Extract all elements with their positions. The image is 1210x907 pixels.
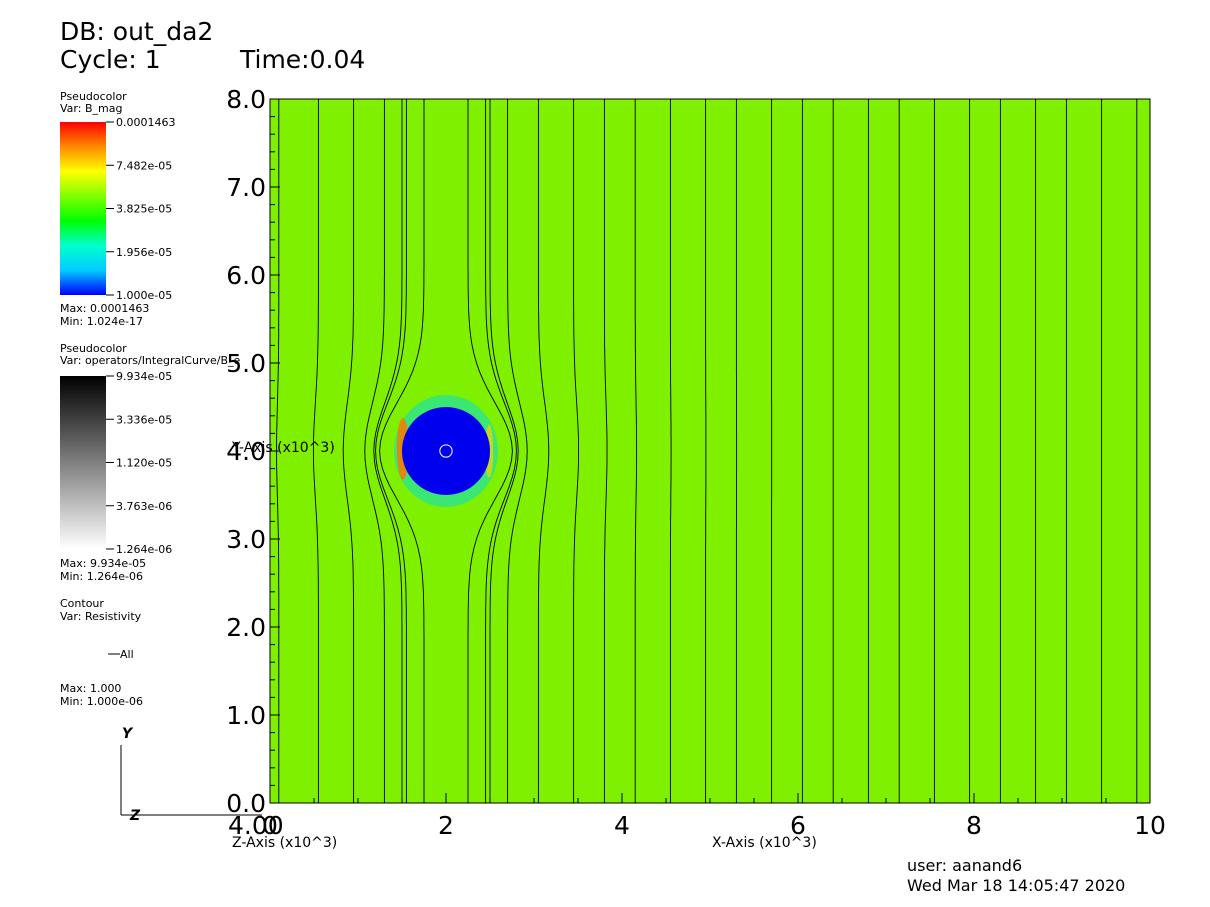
legend3-max: Max: 1.000 (60, 682, 122, 695)
y-tick-label: 7.0 (226, 173, 266, 202)
db-title: DB: out_da2 (60, 17, 214, 46)
y-tick-label: 6.0 (226, 261, 266, 290)
legend2-var: Var: operators/IntegralCurve/B_e (60, 354, 241, 367)
triad-z-label: Z (129, 808, 141, 824)
footer-date: Wed Mar 18 14:05:47 2020 (907, 876, 1126, 895)
legend3-title: Contour (60, 597, 104, 610)
z-tick-label: 4.00 (228, 811, 284, 840)
y-tick-label: 1.0 (226, 701, 266, 730)
y-tick-label: 4.0 (226, 437, 266, 466)
streamline (537, 99, 550, 803)
legend2-min: Min: 1.264e-06 (60, 570, 143, 583)
streamline (603, 99, 608, 803)
streamline-around-obstacle (375, 99, 407, 803)
streamline (489, 99, 519, 803)
streamline-around-obstacle (379, 99, 425, 803)
colorbar-bmag-tick-label: 0.0001463 (116, 116, 176, 129)
x-tick-label: 4 (614, 811, 630, 840)
y-tick-label: 5.0 (226, 349, 266, 378)
y-axis-label: Y-Axis (x10^3) (231, 440, 335, 456)
x-tick-label: 6 (790, 811, 806, 840)
z-axis-label: Z-Axis (x10^3) (232, 835, 337, 851)
x-tick-label: 0 (262, 811, 278, 840)
streamline (364, 99, 385, 803)
legend3-item-label: All (120, 648, 134, 661)
streamline-around-obstacle (485, 99, 517, 803)
legend1-title: Pseudocolor (60, 90, 127, 103)
colorbar-bmag-tick-label: 3.825e-05 (116, 203, 172, 216)
colorbar-integralcurve-tick-label: 1.120e-05 (116, 457, 172, 470)
x-tick-label: 10 (1134, 811, 1166, 840)
colorbar-bmag-tick-label: 1.000e-05 (116, 289, 172, 302)
legend2-max: Max: 9.934e-05 (60, 557, 147, 570)
legend1-min: Min: 1.024e-17 (60, 315, 143, 328)
y-tick-label: 8.0 (226, 85, 266, 114)
streamline (342, 99, 355, 803)
x-axis-label: X-Axis (x10^3) (712, 835, 817, 851)
colorbar-integralcurve-tick-label: 1.264e-06 (116, 543, 172, 556)
streamline (634, 99, 638, 803)
colorbar-integralcurve-tick-label: 9.934e-05 (116, 370, 172, 383)
colorbar-bmag (60, 122, 106, 295)
footer-user: user: aanand6 (907, 856, 1023, 875)
y-tick-label: 3.0 (226, 525, 266, 554)
colorbar-integralcurve-tick-label: 3.763e-06 (116, 500, 172, 513)
time-label: Time:0.04 (240, 45, 366, 74)
legend3-min: Min: 1.000e-06 (60, 695, 143, 708)
obstacle-disc (402, 407, 490, 495)
streamline (373, 99, 403, 803)
streamline-around-obstacle (467, 99, 513, 803)
legend1-var: Var: B_mag (60, 102, 123, 115)
colorbar-integralcurve-tick-label: 3.336e-05 (116, 413, 172, 426)
legend1-max: Max: 0.0001463 (60, 302, 150, 315)
y-tick-label: 0.0 (226, 789, 266, 818)
legend3-var: Var: Resistivity (60, 610, 142, 623)
streamline (669, 99, 672, 803)
streamline (507, 99, 528, 803)
streamline (573, 99, 580, 803)
y-tick-label: 2.0 (226, 613, 266, 642)
colorbar-bmag-tick-label: 1.956e-05 (116, 246, 172, 259)
x-tick-label: 8 (966, 811, 982, 840)
cycle-label: Cycle: 1 (60, 45, 161, 74)
colorbar-bmag-tick-label: 7.482e-05 (116, 159, 172, 172)
legend2-title: Pseudocolor (60, 342, 127, 355)
streamline (312, 99, 319, 803)
triad-y-label: Y (122, 726, 134, 742)
x-tick-label: 2 (438, 811, 454, 840)
colorbar-integralcurve (60, 376, 106, 549)
obstacle-center-marker (439, 444, 453, 458)
